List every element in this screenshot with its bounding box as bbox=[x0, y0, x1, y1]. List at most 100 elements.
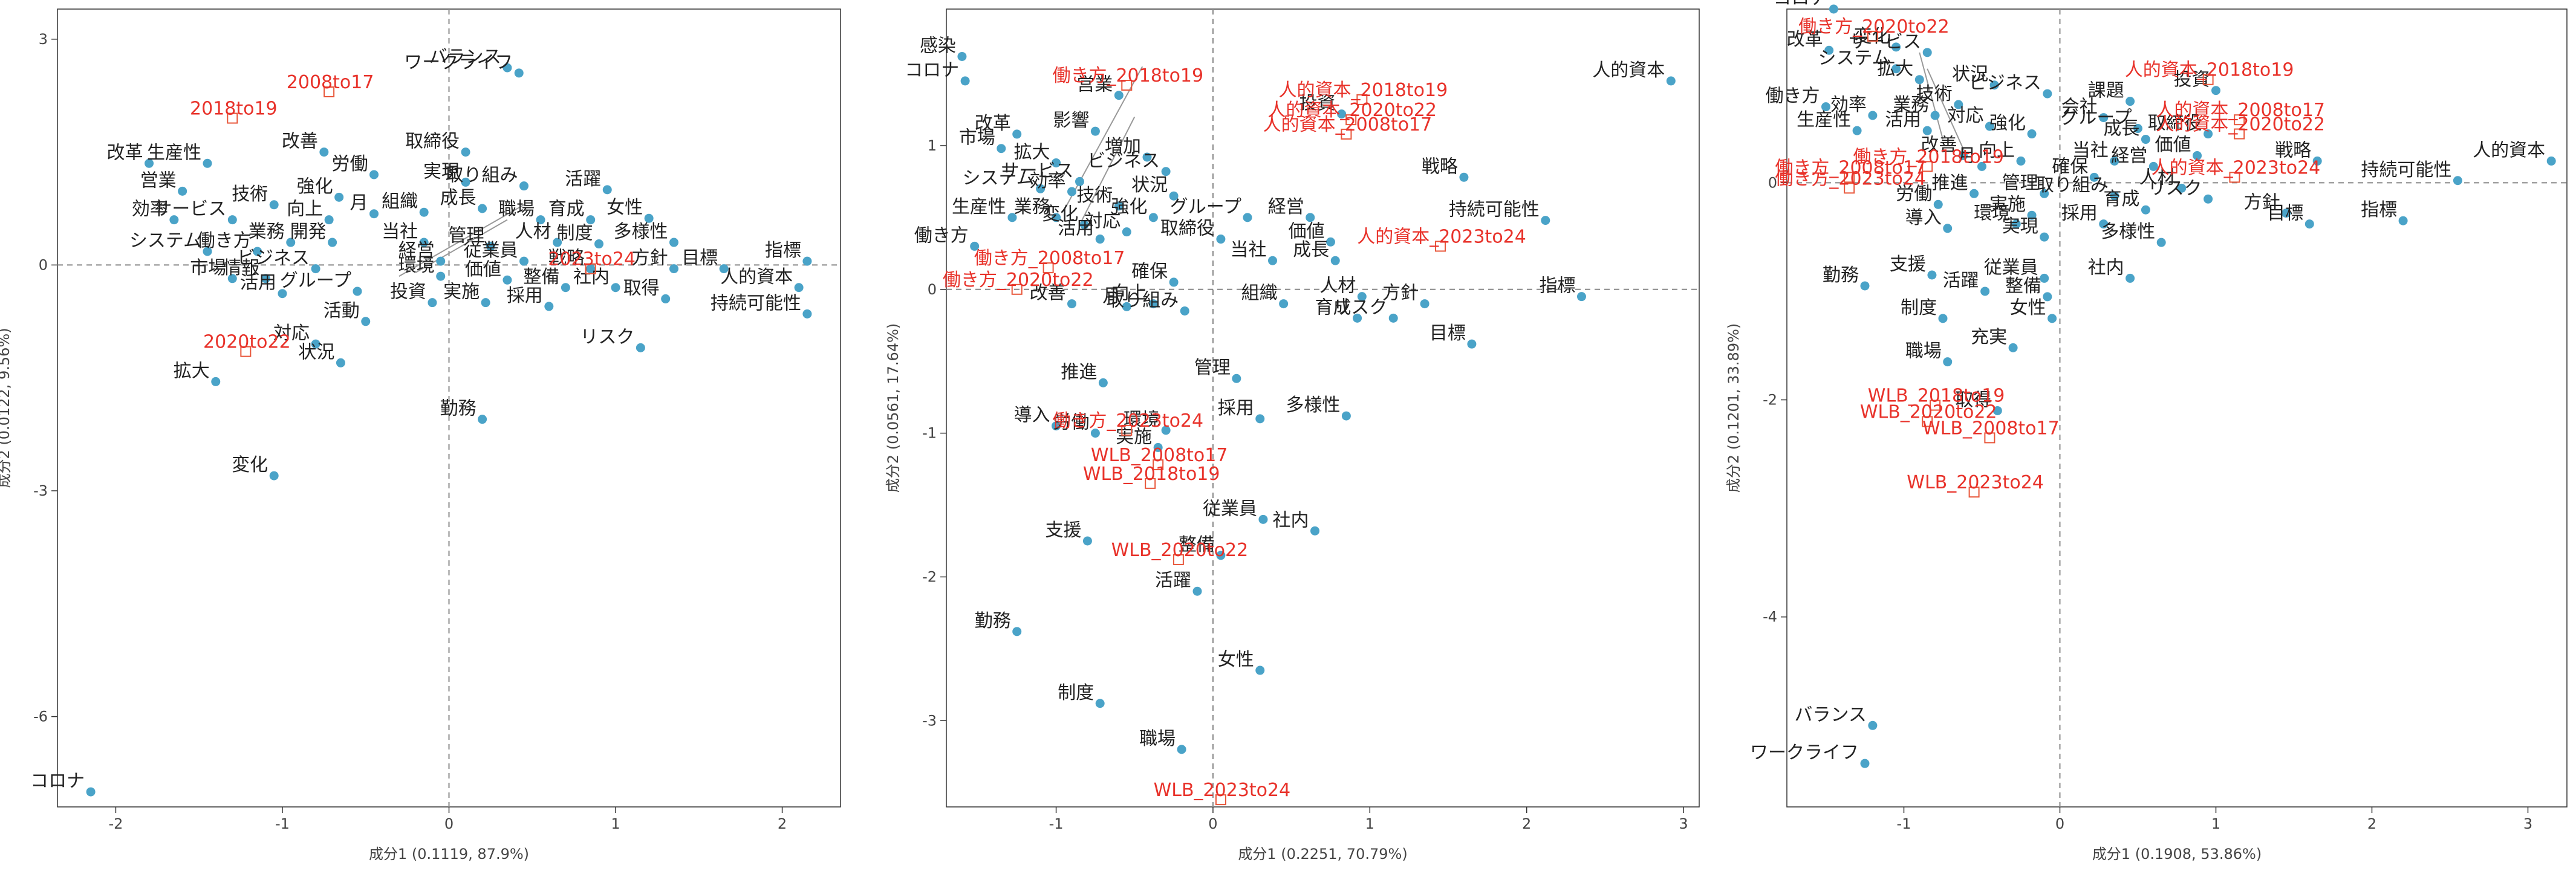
word-point bbox=[1943, 224, 1953, 233]
word-label: 女性 bbox=[607, 197, 643, 218]
y-tick-label: 1 bbox=[928, 137, 937, 154]
word-point bbox=[1467, 339, 1477, 349]
word-label: 価値 bbox=[2155, 134, 2191, 155]
word-point bbox=[86, 787, 96, 797]
word-point bbox=[1337, 109, 1347, 119]
word-point bbox=[2141, 205, 2150, 215]
word-label: 支援 bbox=[1045, 520, 1081, 541]
word-point bbox=[1268, 256, 1277, 265]
x-tick-label: 2 bbox=[2367, 815, 2376, 832]
word-label: 目標 bbox=[1429, 323, 1466, 344]
document-label: WLB_2020to22 bbox=[1111, 540, 1249, 561]
word-point bbox=[519, 256, 529, 266]
word-label: 多様性 bbox=[1286, 395, 1340, 416]
word-point bbox=[1232, 374, 1241, 383]
document-point bbox=[1435, 241, 1446, 252]
word-point bbox=[1821, 102, 1830, 112]
document-label: 2023to24 bbox=[548, 249, 636, 270]
word-label: 技術 bbox=[232, 184, 268, 205]
word-point bbox=[1576, 292, 1586, 302]
word-label: 拡大 bbox=[1877, 59, 1913, 80]
word-label: 働き方 bbox=[197, 230, 252, 251]
document-point bbox=[1215, 794, 1226, 806]
word-label: 活用 bbox=[1058, 218, 1094, 239]
word-point bbox=[278, 289, 287, 299]
word-label: 市場 bbox=[190, 257, 226, 279]
word-label: 方針 bbox=[2244, 192, 2280, 213]
word-point bbox=[719, 264, 729, 274]
word-label: 生産性 bbox=[1797, 109, 1851, 131]
word-point bbox=[1927, 270, 1937, 280]
word-point bbox=[1388, 313, 1398, 323]
document-point bbox=[1867, 30, 1878, 42]
word-label: 導入 bbox=[1014, 405, 1050, 426]
word-label: 強化 bbox=[297, 176, 333, 197]
word-label: 取り組み bbox=[2036, 175, 2109, 196]
word-point bbox=[2099, 219, 2109, 229]
word-label: 整備 bbox=[523, 267, 559, 288]
word-label: 取り組み bbox=[445, 165, 518, 186]
chart-panel-2: -1 0 1 2 3 -3 -2 -1 0 1 成分1 (0.2251, 70.79%) 成分2 (0… bbox=[885, 8, 1700, 863]
document-point bbox=[2202, 74, 2214, 85]
y-tick-label: -4 bbox=[1763, 609, 1777, 626]
word-label: 管理 bbox=[2002, 172, 2038, 193]
word-label: ワークライフ bbox=[1750, 742, 1859, 763]
word-point bbox=[586, 264, 596, 274]
x-tick-label: 2 bbox=[778, 815, 787, 832]
word-point bbox=[1914, 75, 1924, 85]
word-point bbox=[1977, 161, 1986, 171]
word-point bbox=[1279, 299, 1289, 309]
document-point bbox=[1345, 114, 1357, 126]
document-point bbox=[1121, 424, 1133, 436]
connector-line bbox=[1919, 52, 1943, 140]
word-label: 人的資本 bbox=[1592, 60, 1665, 81]
word-label: 成長 bbox=[440, 187, 476, 209]
document-label: WLB_2023to24 bbox=[1154, 780, 1291, 801]
word-point bbox=[602, 185, 612, 195]
word-point bbox=[1357, 292, 1367, 302]
word-point bbox=[1992, 406, 2002, 415]
document-label: WLB_2018to19 bbox=[1083, 464, 1220, 485]
word-point bbox=[1169, 277, 1179, 287]
word-label: サービス bbox=[154, 199, 226, 220]
word-label: 採用 bbox=[507, 285, 543, 306]
word-label: 推進 bbox=[1932, 172, 1968, 193]
word-label: リスク bbox=[1333, 297, 1387, 318]
document-label: 働き方_2020to22 bbox=[1798, 16, 1950, 37]
word-label: リスク bbox=[2148, 178, 2202, 199]
word-label: 従業員 bbox=[1984, 257, 2038, 278]
word-point bbox=[2141, 135, 2150, 144]
word-label: システム bbox=[963, 167, 1035, 189]
document-label: WLB_2018to19 bbox=[1868, 386, 2005, 407]
word-label: 取り組み bbox=[1106, 290, 1179, 311]
document-point bbox=[1341, 128, 1352, 140]
word-point bbox=[536, 215, 545, 225]
word-label: 向上 bbox=[1111, 283, 1147, 304]
word-label: 業務 bbox=[249, 221, 285, 242]
document-label: 人的資本_2023to24 bbox=[2152, 157, 2321, 178]
word-label: 労働 bbox=[1896, 183, 1932, 204]
word-label: 労働 bbox=[332, 154, 368, 175]
document-point bbox=[1968, 487, 1980, 498]
word-point bbox=[1989, 80, 1999, 90]
word-point bbox=[1258, 514, 1268, 524]
word-label: 育成 bbox=[548, 199, 585, 220]
document-point bbox=[1042, 262, 1054, 274]
word-point bbox=[1459, 172, 1469, 182]
word-point bbox=[1122, 227, 1131, 237]
word-point bbox=[802, 256, 812, 266]
word-point bbox=[486, 241, 495, 251]
word-label: 感染 bbox=[920, 35, 956, 56]
word-point bbox=[1122, 302, 1131, 311]
x-tick-label: 1 bbox=[2211, 815, 2220, 832]
word-label: 持続可能性 bbox=[711, 293, 801, 314]
word-label: 戦略 bbox=[1422, 156, 1458, 177]
word-label: 方針 bbox=[1382, 283, 1419, 304]
y-tick-label: 0 bbox=[39, 256, 48, 273]
document-label: 働き方_2023to24 bbox=[1775, 168, 1926, 189]
word-point bbox=[227, 274, 237, 283]
word-point bbox=[1860, 759, 1870, 768]
word-label: 勤務 bbox=[440, 398, 476, 419]
word-point bbox=[436, 256, 446, 266]
